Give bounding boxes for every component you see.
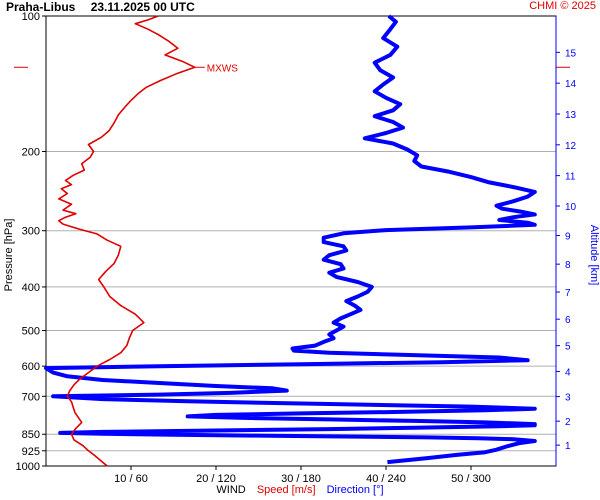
altitude-axis-label: Altitude [km] (588, 225, 600, 286)
altitude-tick-label: 3 (565, 393, 571, 404)
x-tick-labels: 10 / 60 20 / 120 30 / 180 40 / 240 50 / 300 (114, 466, 491, 485)
altitude-tick-label: 10 (565, 202, 577, 213)
chart-annotations: MXWS (194, 63, 238, 74)
station-title: Praha-Libus 23.11.2025 00 UTC (6, 0, 195, 14)
altitude-tick-label: 6 (565, 315, 571, 326)
altitude-tick-label: 4 (565, 367, 571, 378)
altitude-tick-label: 1 (565, 441, 571, 452)
x-axis-label: WIND Speed [m/s] Direction [°] (0, 484, 600, 496)
pressure-tick-label: 850 (22, 429, 40, 441)
x-axis-label-speed: Speed [m/s] (256, 484, 316, 496)
sounding-datetime: 23.11.2025 00 UTC (90, 0, 195, 14)
pressure-tick-label: 1000 (16, 461, 40, 473)
pressure-tick-label: 400 (22, 282, 40, 294)
altitude-tick-label: 2 (565, 417, 571, 428)
x-tick-label: 30 / 180 (281, 473, 321, 485)
altitude-tick-label: 8 (565, 260, 571, 271)
x-tick-label: 20 / 120 (196, 473, 236, 485)
x-tick-label: 50 / 300 (451, 473, 491, 485)
x-axis-label-wind: WIND (216, 484, 246, 496)
altitude-tick-label: 14 (565, 79, 577, 90)
mxws-label: MXWS (207, 63, 238, 74)
altitude-tick-label: 9 (565, 231, 571, 242)
altitude-tick-label: 11 (565, 172, 576, 183)
pressure-tick-label: 925 (22, 446, 40, 458)
station-name: Praha-Libus (6, 0, 76, 14)
x-tick-label: 10 / 60 (114, 473, 148, 485)
speed-line (57, 15, 196, 467)
speed-series (57, 15, 196, 467)
direction-line (44, 14, 537, 465)
pressure-tick-label: 200 (22, 146, 40, 158)
altitude-tick-label: 15 (565, 48, 577, 59)
x-tick-label: 40 / 240 (366, 473, 406, 485)
copyright-label: CHMI © 2025 (529, 0, 596, 12)
altitude-tick-label: 12 (565, 141, 577, 152)
pressure-tick-label: 700 (22, 391, 40, 403)
x-axis-label-direction: Direction [°] (326, 484, 384, 496)
pressure-tick-label: 300 (22, 226, 40, 238)
pressure-tick-label: 100 (22, 11, 40, 23)
pressure-tick-label: 600 (22, 361, 40, 373)
direction-series (44, 14, 537, 465)
pressure-axis-label: Pressure [hPa] (3, 219, 15, 292)
pressure-tick-label: 500 (22, 326, 40, 338)
altitude-tick-label: 7 (565, 288, 571, 299)
altitude-tick-label: 13 (565, 110, 577, 121)
altitude-tick-label: 5 (565, 342, 571, 353)
pressure-tick-labels: 100 200 300 400 500 600 700 850 925 1000 (16, 11, 40, 473)
